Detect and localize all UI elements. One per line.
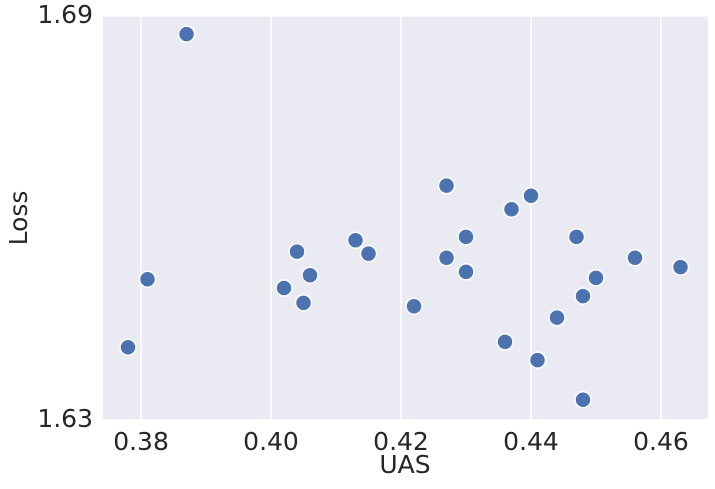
point (626, 248, 644, 267)
x-axis-label: UAS (379, 450, 430, 479)
point (548, 308, 566, 327)
point (294, 294, 313, 312)
y-tick-label: 1.69 (37, 0, 93, 29)
x-tick-label: 0.40 (243, 427, 299, 456)
point (275, 279, 293, 297)
point (177, 25, 196, 43)
point (346, 231, 365, 249)
x-tick-label: 0.42 (373, 427, 429, 456)
y-tick-label: 1.63 (37, 404, 93, 433)
point (528, 351, 547, 369)
point (457, 228, 475, 246)
point (574, 287, 592, 305)
point (437, 248, 456, 267)
point (502, 200, 521, 218)
y-axis-label: Loss (4, 191, 33, 246)
point (496, 333, 514, 351)
point (119, 338, 137, 357)
plot-area (103, 16, 708, 420)
point (522, 187, 540, 205)
point (359, 244, 378, 263)
x-tick-label: 0.38 (113, 427, 169, 456)
point (574, 391, 592, 409)
x-tick-label: 0.46 (633, 427, 689, 456)
point (567, 228, 586, 246)
point (437, 176, 456, 195)
point (457, 263, 475, 281)
point (138, 270, 157, 289)
point (405, 297, 423, 315)
point (587, 269, 605, 287)
point (288, 242, 306, 261)
x-tick-label: 0.44 (503, 427, 559, 456)
point (671, 258, 690, 276)
point (301, 266, 319, 284)
